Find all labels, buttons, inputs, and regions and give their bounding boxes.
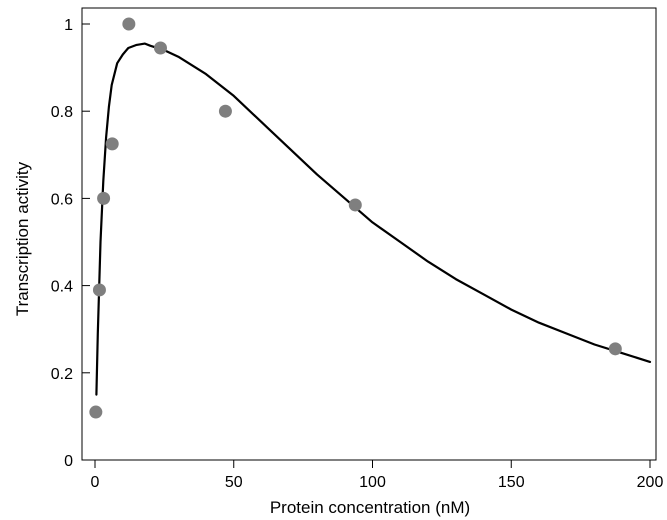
- data-point: [348, 198, 362, 212]
- data-point: [122, 17, 136, 31]
- data-point: [105, 137, 119, 151]
- fitted-curve-line: [95, 42, 652, 396]
- x-tick-label: 150: [498, 474, 525, 491]
- y-tick-label: 0.6: [51, 191, 73, 208]
- data-point: [92, 283, 106, 297]
- data-point: [89, 405, 103, 419]
- y-tick-label: 0.2: [51, 366, 73, 383]
- data-point: [97, 191, 111, 205]
- data-point: [218, 104, 232, 118]
- data-point: [153, 41, 167, 55]
- x-tick-label: 200: [637, 474, 664, 491]
- x-axis-title: Protein concentration (nM): [270, 498, 470, 517]
- y-tick-label: 0.8: [51, 104, 73, 121]
- x-tick-label: 50: [225, 474, 243, 491]
- y-tick-label: 0: [64, 453, 73, 470]
- x-tick-label: 0: [91, 474, 100, 491]
- y-axis-title: Transcription activity: [13, 161, 32, 316]
- plot-frame: [81, 7, 657, 461]
- y-tick-label: 1: [64, 17, 73, 34]
- data-point: [608, 342, 622, 356]
- y-tick-label: 0.4: [51, 279, 73, 296]
- x-tick-label: 100: [359, 474, 386, 491]
